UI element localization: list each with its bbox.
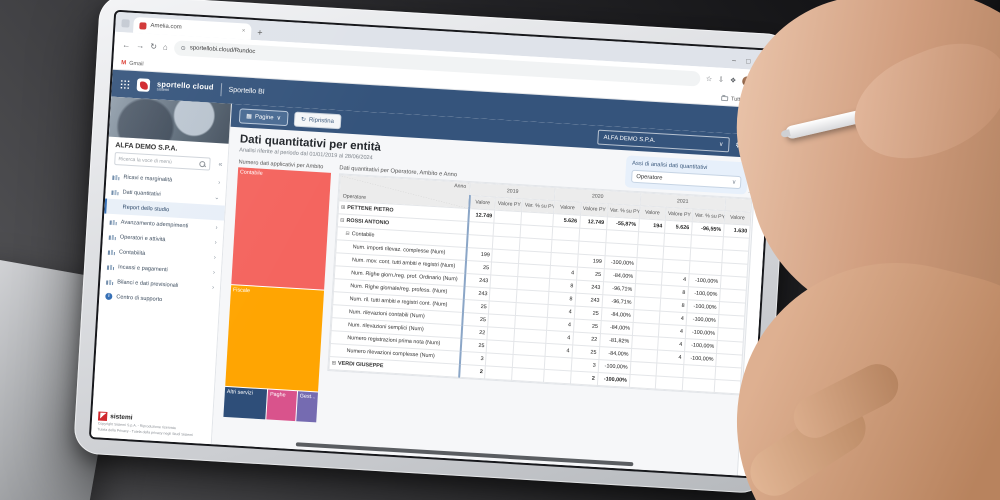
chevron-down-icon: ∨	[276, 115, 282, 122]
chart-icon	[109, 217, 117, 226]
chevron-right-icon: ›	[215, 224, 218, 231]
product-name: Sportello BI	[228, 86, 265, 96]
table-cell	[511, 367, 545, 383]
chart-icon	[108, 232, 117, 241]
table-cell: -100,00%	[596, 372, 630, 388]
treemap-block[interactable]: Altri servizi	[223, 386, 268, 420]
tab-close-icon[interactable]: ×	[241, 28, 246, 35]
gmail-icon: M	[121, 59, 127, 66]
header-divider	[220, 83, 222, 97]
chevron-right-icon: ›	[211, 284, 215, 291]
sistemi-brand: sistemi	[110, 412, 133, 422]
sportello-cloud-logo-icon	[136, 78, 151, 92]
extensions-icon[interactable]: ❖	[729, 77, 737, 85]
url-text: sportellobi.cloud/Rundoc	[189, 45, 256, 56]
home-icon[interactable]: ⌂	[162, 42, 169, 52]
expand-icon[interactable]: ⊞	[340, 204, 346, 211]
treemap-block[interactable]: Contabile	[231, 167, 332, 290]
chart-icon	[112, 172, 120, 181]
collapse-icon[interactable]: ⊟	[340, 217, 345, 224]
treemap-block[interactable]: Paghe	[266, 389, 298, 422]
treemap-block[interactable]: Fiscale	[225, 285, 325, 392]
chevron-right-icon: ›	[218, 179, 221, 186]
refresh-icon: ↻	[300, 116, 307, 124]
sidebar-banner-image	[108, 96, 231, 144]
sidebar-collapse-icon[interactable]: «	[218, 161, 223, 169]
chevron-down-icon: ⌄	[214, 194, 220, 202]
download-icon[interactable]: ⇩	[717, 76, 725, 84]
expand-icon[interactable]: ⊞	[331, 360, 337, 367]
app-grid-icon[interactable]	[119, 78, 131, 90]
treemap-chart[interactable]: Contabile Fiscale Altri servizi Paghe Gest..…	[223, 167, 332, 423]
treemap-block[interactable]: Gest...	[296, 391, 318, 423]
chevron-right-icon: ›	[213, 254, 216, 261]
tablet-device: Amelia.com × + – □ × ← → ↻ ⌂ ⊙ sportello…	[72, 0, 794, 495]
restore-button[interactable]: ↻ Ripristina	[293, 111, 342, 130]
window-maximize-button[interactable]: □	[745, 58, 751, 66]
search-icon	[199, 161, 205, 167]
table-cell	[654, 375, 683, 391]
chevron-right-icon: ›	[212, 269, 216, 276]
sidebar-menu: Ricavi e marginalità › Dati quantitativi…	[93, 169, 227, 414]
back-icon[interactable]: ←	[122, 39, 131, 50]
table-cell	[714, 379, 741, 394]
sidebar-footer: sistemi Copyright Sistemi S.p.A. - Ripro…	[91, 407, 213, 444]
bookmark-gmail[interactable]: Gmail	[129, 60, 144, 68]
collapse-icon[interactable]: ⊟	[345, 230, 350, 238]
folder-icon	[720, 95, 729, 102]
tab-favicon	[139, 21, 147, 30]
table-cell	[681, 377, 715, 393]
pivot-grid: Anno Operatore 2019 2020 2021	[327, 173, 753, 396]
chart-icon	[106, 277, 114, 286]
tablet-screen: Amelia.com × + – □ × ← → ↻ ⌂ ⊙ sportello…	[88, 9, 778, 479]
bookmark-star-icon[interactable]: ☆	[705, 75, 713, 84]
page-content: Dati quantitativi per entità Analisi rif…	[212, 127, 769, 476]
tab-search-icon[interactable]	[121, 19, 130, 28]
table-cell: 2	[569, 370, 598, 386]
chart-icon	[107, 247, 116, 256]
chart-icon	[111, 187, 119, 196]
sidebar: ALFA DEMO S.P.A. « Ricavi e marginalità …	[90, 96, 232, 445]
table-cell	[543, 369, 571, 384]
pages-icon: ▦	[246, 113, 253, 121]
sistemi-logo-icon	[97, 411, 108, 421]
chevron-down-icon: ∨	[718, 141, 724, 149]
new-tab-button[interactable]: +	[256, 27, 263, 38]
table-cell: 2	[458, 364, 486, 379]
site-info-icon[interactable]: ⊙	[180, 45, 186, 52]
forward-icon[interactable]: →	[136, 40, 145, 51]
window-minimize-button[interactable]: –	[731, 57, 737, 65]
chart-icon	[106, 262, 115, 271]
table-body: ⊞ PETTENE PIETRO 12.749 5.626 12.749 -55,87% 1…	[328, 200, 753, 395]
chevron-right-icon: ›	[214, 239, 217, 246]
reload-icon[interactable]: ↻	[149, 41, 158, 51]
table-cell	[484, 365, 513, 381]
info-icon: i	[105, 292, 113, 301]
pages-button[interactable]: ▦ Pagine ∨	[238, 108, 289, 127]
axes-select[interactable]: Operatore ∨	[630, 169, 742, 190]
chevron-down-icon: ∨	[731, 179, 737, 186]
tab-title: Amelia.com	[150, 22, 182, 31]
table-cell	[628, 374, 656, 389]
